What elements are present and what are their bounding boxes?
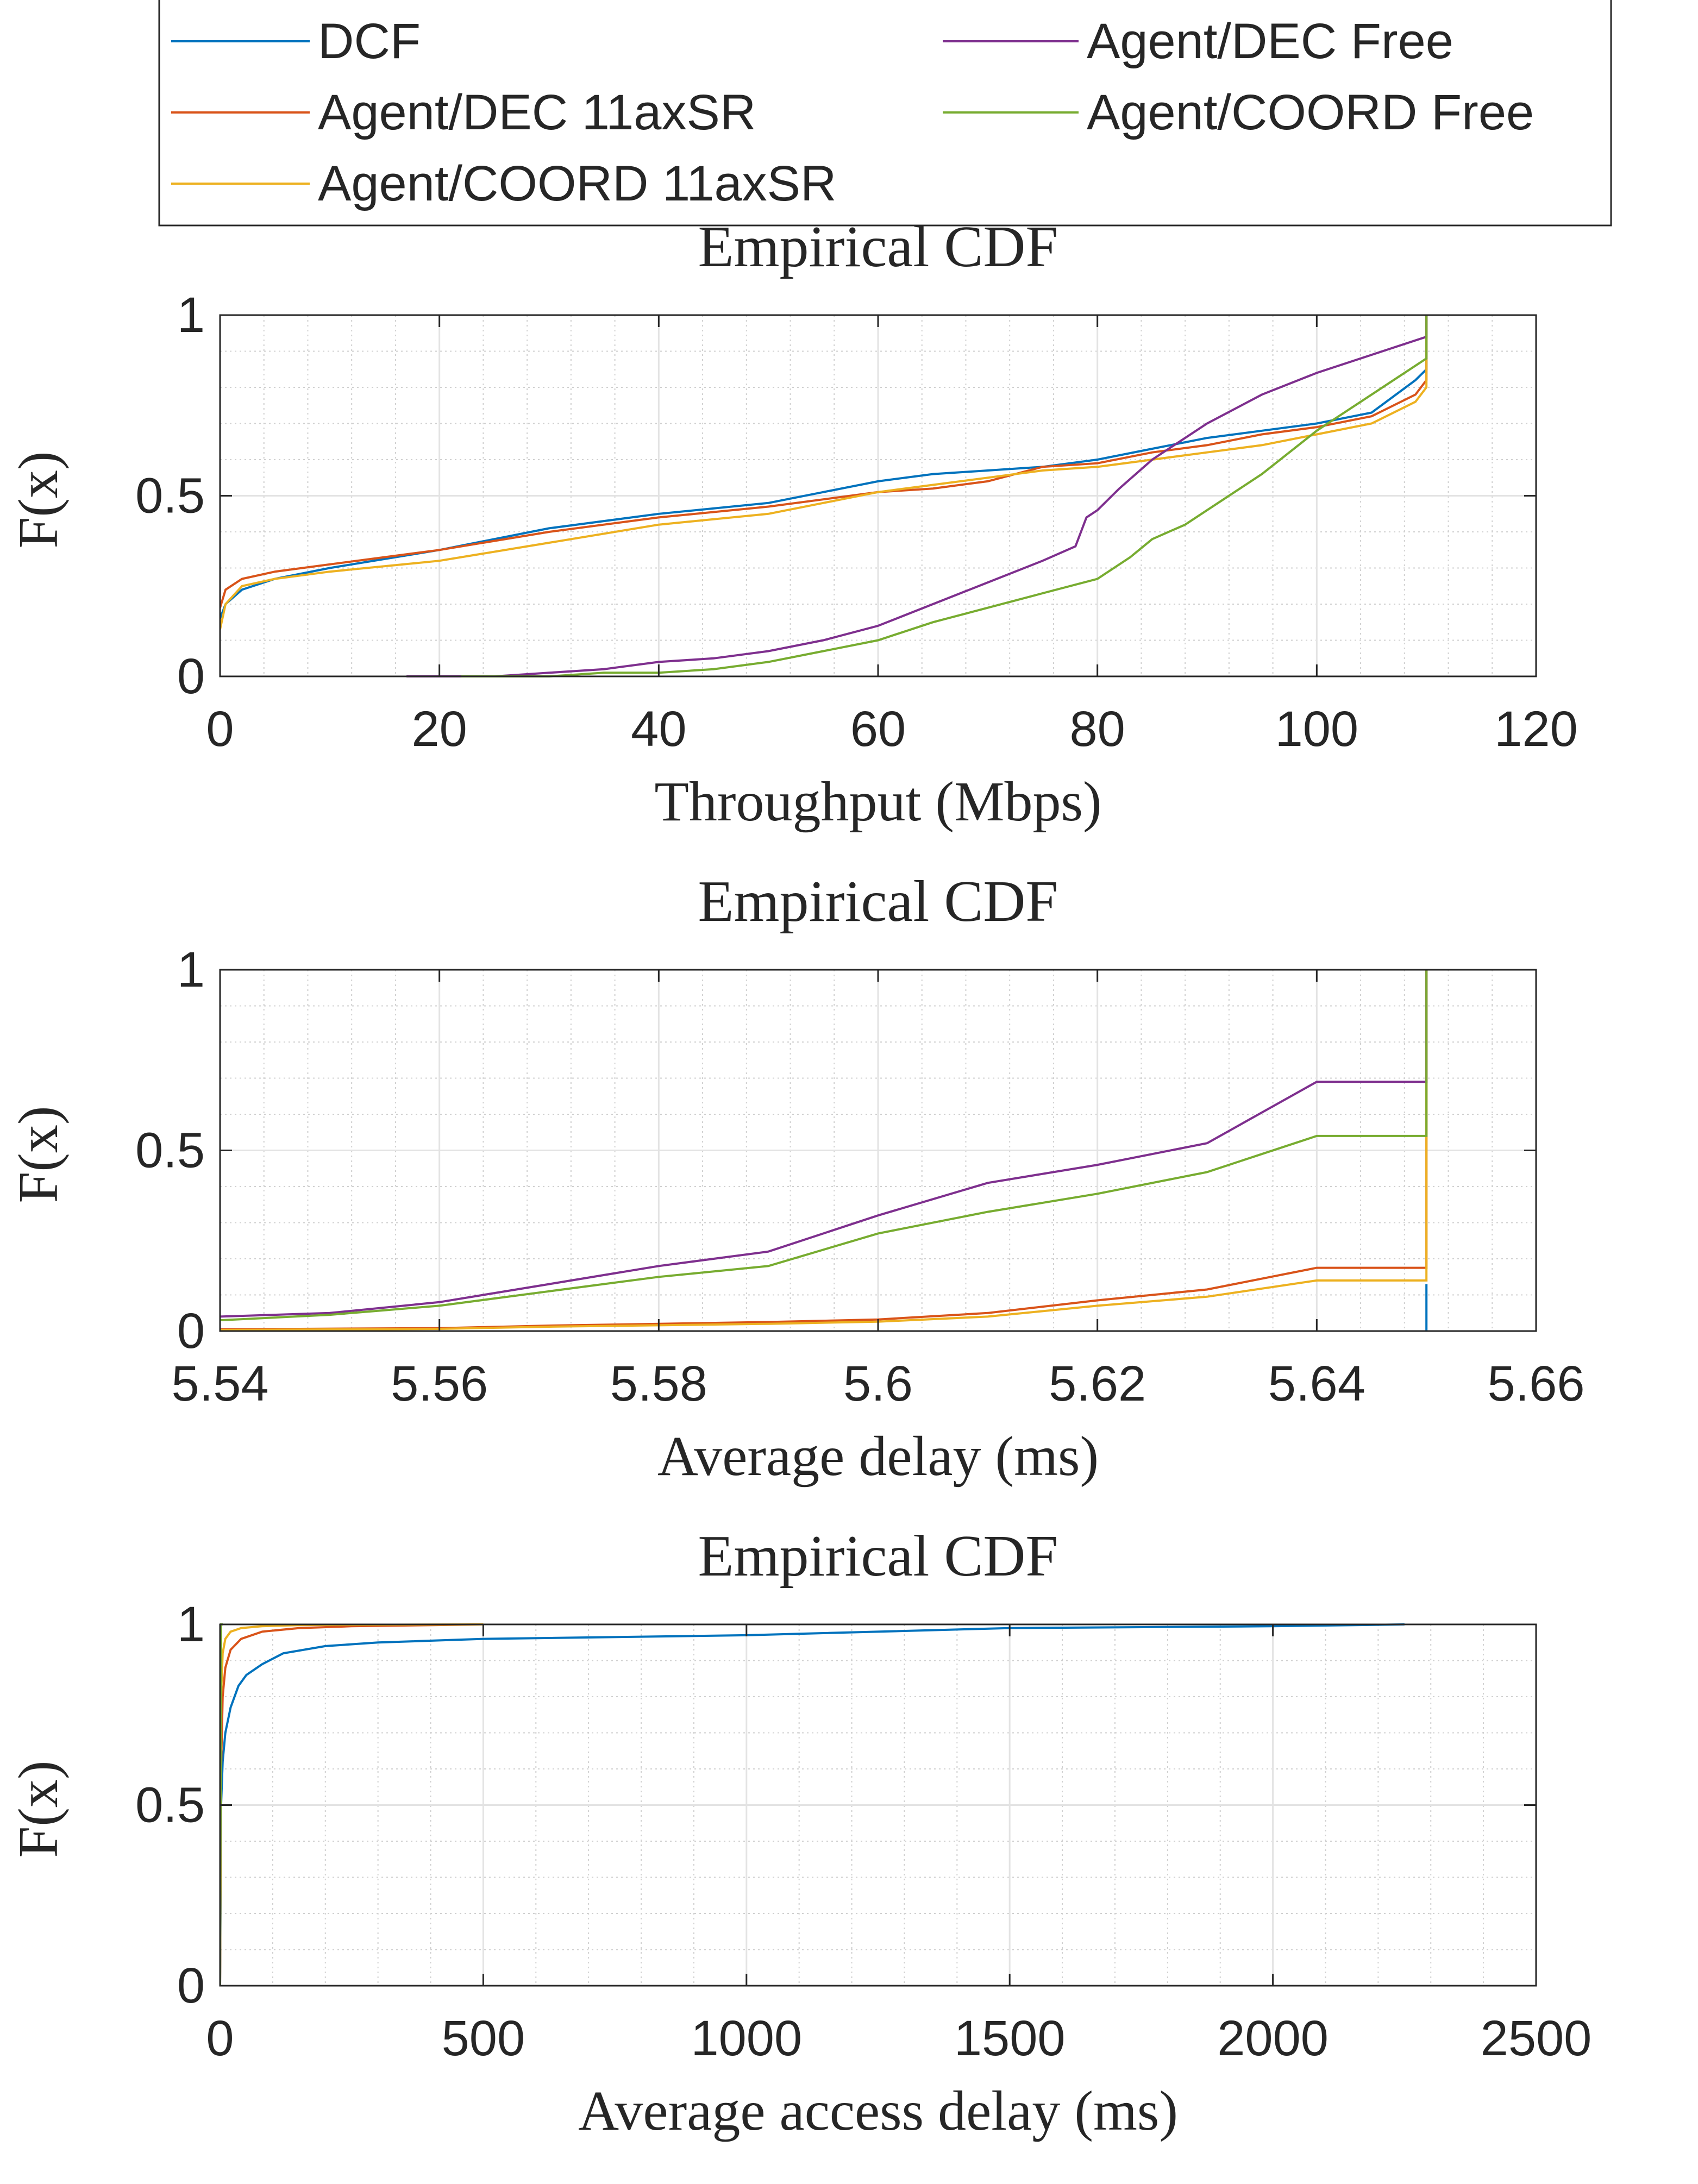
chart-panel-average-delay: Empirical CDF 5.54 5.56 5.58 5.6 5.62 5.64 5.6… [7, 869, 1585, 1488]
y-tick-label: 0 [177, 1958, 205, 2013]
x-tick-label: 5.66 [1487, 1356, 1584, 1411]
legend-entry-agent-dec-11axsr: Agent/DEC 11axSR [171, 85, 756, 140]
legend-label-agent-dec-free: Agent/DEC Free [1087, 14, 1453, 69]
series-group [220, 315, 1428, 677]
legend-entry-agent-dec-free: Agent/DEC Free [943, 14, 1453, 69]
y-axis-label: F(x) [7, 1106, 70, 1203]
x-tick-label: 2000 [1217, 2011, 1329, 2066]
x-tick-label: 0 [206, 2011, 234, 2066]
y-tick-label: 1 [177, 1597, 205, 1652]
x-tick-label: 5.56 [391, 1356, 488, 1411]
x-axis-label: Average access delay (ms) [578, 2080, 1178, 2142]
chart-title: Empirical CDF [698, 1524, 1058, 1589]
y-tick-label: 1 [177, 942, 205, 997]
legend-label-agent-coord-free: Agent/COORD Free [1087, 85, 1534, 140]
x-tick-label: 5.62 [1049, 1356, 1146, 1411]
x-tick-label: 60 [850, 701, 906, 757]
plot-area: 5.54 5.56 5.58 5.6 5.62 5.64 5.66 0 0.5 1 [135, 942, 1584, 1411]
y-axis-label: F(x) [7, 1760, 70, 1857]
series-line-agent-dec-free [220, 970, 1428, 1318]
legend-entry-agent-coord-free: Agent/COORD Free [943, 85, 1534, 140]
x-axis-label: Average delay (ms) [657, 1425, 1099, 1488]
series-line-agent-dec-free [406, 315, 1428, 677]
series-line-agent-coord-11axsr [220, 970, 1428, 1331]
x-tick-label: 1500 [954, 2011, 1066, 2066]
chart-panel-throughput: Empirical CDF 0 20 40 60 80 100 120 0 0.5 1 Throu… [7, 215, 1578, 833]
x-tick-label: 1000 [691, 2011, 802, 2066]
x-tick-label: 2500 [1481, 2011, 1592, 2066]
x-tick-label: 100 [1275, 701, 1359, 757]
x-tick-label: 80 [1069, 701, 1125, 757]
x-tick-label: 40 [631, 701, 686, 757]
series-line-agent-coord-11axsr [220, 315, 1428, 630]
plot-area: 0 500 1000 1500 2000 2500 0 0.5 1 [135, 1597, 1592, 2066]
legend-label-agent-coord-11axsr: Agent/COORD 11axSR [318, 156, 836, 211]
x-tick-label: 0 [206, 701, 234, 757]
y-tick-label: 0.5 [135, 468, 205, 524]
legend-entry-agent-coord-11axsr: Agent/COORD 11axSR [171, 156, 836, 211]
legend-label-dcf: DCF [318, 14, 421, 69]
y-axis-label: F(x) [7, 451, 70, 548]
chart-panel-average-access-delay: Empirical CDF 0 500 1000 1500 2000 250000.51 … [7, 1524, 1592, 2142]
legend: DCF Agent/DEC Free Agent/DEC 11axSR Agen… [158, 0, 1612, 227]
series-line-agent-dec-11axsr [220, 315, 1428, 608]
series-line-dcf [220, 1623, 1405, 1986]
legend-entry-dcf: DCF [171, 14, 421, 69]
y-tick-label: 1 [177, 287, 205, 343]
x-tick-label: 5.58 [610, 1356, 707, 1411]
legend-label-agent-dec-11axsr: Agent/DEC 11axSR [318, 85, 756, 140]
plot-area: 0 20 40 60 80 100 120 0 0.5 1 [135, 287, 1578, 757]
y-tick-label: 0 [177, 1303, 205, 1359]
x-tick-label: 5.54 [171, 1356, 268, 1411]
x-tick-label: 5.6 [843, 1356, 913, 1411]
y-tick-label: 0.5 [135, 1778, 205, 1833]
chart-title: Empirical CDF [698, 215, 1058, 279]
series-line-agent-coord-free [220, 970, 1428, 1322]
series-group [220, 970, 1428, 1331]
chart-title: Empirical CDF [698, 869, 1058, 934]
y-tick-label: 0.5 [135, 1123, 205, 1178]
x-tick-label: 5.64 [1268, 1356, 1365, 1411]
legend-box [158, 0, 1612, 227]
x-axis-label: Throughput (Mbps) [654, 770, 1101, 833]
series-line-agent-coord-free [461, 315, 1428, 677]
y-tick-label: 0 [177, 649, 205, 704]
x-tick-label: 20 [411, 701, 467, 757]
x-tick-label: 120 [1494, 701, 1578, 757]
x-tick-label: 500 [442, 2011, 525, 2066]
